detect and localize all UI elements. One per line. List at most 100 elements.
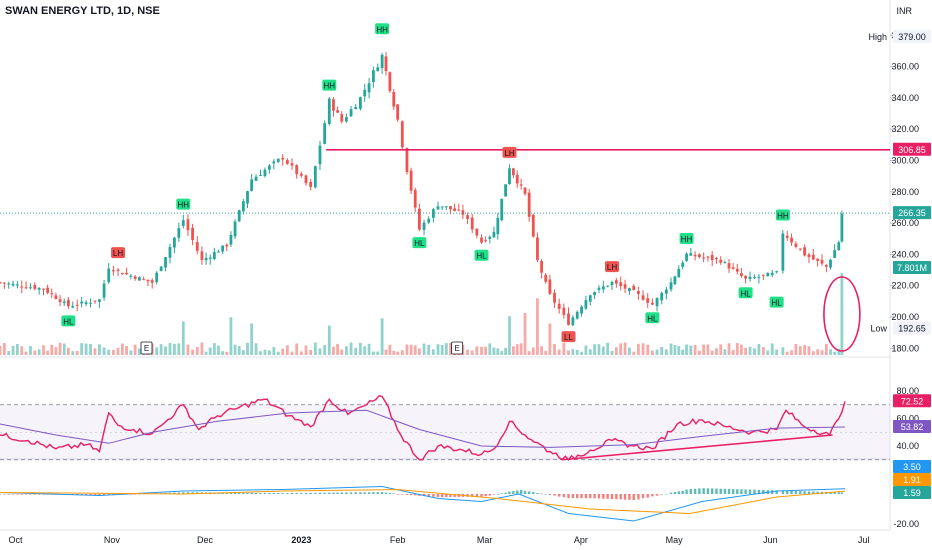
volume-bar [484, 346, 488, 355]
low-label: Low [870, 324, 887, 334]
candle-body [744, 275, 747, 279]
candle-body [702, 257, 706, 259]
candle-body [340, 114, 344, 122]
time-tick-label: Feb [390, 535, 406, 545]
swing-marker-label: HL [740, 289, 751, 298]
macd-hist-bar [484, 494, 487, 497]
macd-hist-bar [242, 492, 245, 494]
earnings-marker-box [140, 341, 153, 355]
macd-hist-bar [727, 488, 731, 494]
volume-bar [229, 317, 233, 355]
swing-marker-label: HL [476, 252, 487, 261]
volume-bar [102, 347, 106, 355]
volume-bar [344, 346, 348, 355]
volume-bar [436, 344, 440, 355]
macd-hist-bar [799, 491, 802, 494]
candle-body [138, 277, 141, 281]
macd-hist-bar [7, 494, 10, 495]
volume-bar [37, 349, 41, 355]
rsi-value-badge-bg [893, 394, 931, 408]
macd-hist-bar [349, 492, 353, 494]
volume-bar [580, 351, 583, 355]
candle-body [770, 272, 774, 276]
candle-body [358, 97, 362, 109]
macd-hist-bar [263, 492, 267, 494]
macd-hist-bar [388, 492, 392, 494]
candle-body [794, 243, 798, 247]
candle-body [299, 173, 303, 176]
volume-bar [50, 344, 54, 355]
volume-bar [820, 350, 824, 355]
macd-hist-bar [138, 493, 141, 495]
candle-body [272, 161, 276, 164]
time-tick-label: Apr [574, 535, 588, 545]
macd-hist-bar [380, 492, 384, 494]
macd-hist-bar [698, 488, 701, 494]
macd-hist-bar [840, 492, 844, 494]
candle-body [706, 256, 710, 258]
swing-marker-label: HH [681, 235, 693, 244]
macd-hist-bar [702, 488, 705, 494]
volume-bar [488, 343, 492, 355]
macd-hist-bar [548, 494, 552, 496]
macd-hist-bar [628, 494, 631, 500]
candle-body [42, 288, 45, 290]
volume-bar [466, 349, 469, 355]
macd-hist-bar [723, 488, 727, 494]
price-tick-label: 280.00 [891, 187, 919, 197]
volume-bar [500, 351, 504, 355]
volume-bar [2, 342, 6, 355]
price-tick-label: 320.00 [891, 124, 919, 134]
candle-body [466, 215, 469, 219]
candle-body [785, 235, 789, 238]
volume-bar [669, 343, 673, 355]
candle-body [129, 275, 133, 277]
macd-hist-bar [168, 492, 172, 494]
macd-hist-bar [286, 493, 289, 494]
candle-body [519, 184, 523, 186]
volume-bar [628, 347, 631, 355]
price-tick-label: 200.00 [891, 312, 919, 322]
macd-hist-bar [665, 493, 668, 495]
candle-body [449, 206, 452, 210]
candle-body [811, 254, 815, 260]
macd-hist-bar [500, 493, 503, 494]
volume-bar [475, 346, 479, 355]
candle-body [120, 273, 124, 275]
candle-body [2, 282, 6, 284]
volume-bar [80, 343, 84, 355]
volume-bar [237, 345, 241, 355]
candle-body [150, 280, 154, 283]
candle-body [833, 250, 837, 258]
macd-hist-bar [646, 494, 649, 498]
candle-body [233, 221, 237, 237]
candle-body [0, 282, 2, 284]
volume-bar [567, 350, 570, 355]
macd-hist-bar [396, 494, 399, 495]
macd-hist-bar [553, 494, 556, 496]
candle-body [757, 276, 761, 278]
candle-body [400, 121, 404, 148]
candle-body [681, 262, 685, 267]
volume-bar [748, 346, 752, 355]
time-tick-label: Mar [477, 535, 493, 545]
volume-bar [511, 346, 515, 355]
volume-bar [7, 351, 11, 355]
macd-hist-bar [259, 492, 262, 494]
rsi-tick-label: 80.00 [896, 386, 919, 396]
macd-hist-bar [580, 494, 583, 499]
macd-hist-bar [384, 492, 388, 494]
candle-body [655, 298, 659, 307]
macd-hist-bar [182, 492, 185, 494]
volume-bar [309, 349, 313, 355]
macd-hist-bar [367, 492, 371, 494]
macd-hist-bar [414, 494, 417, 496]
candle-body [84, 302, 88, 304]
candle-body [285, 160, 289, 164]
volume-bar [138, 348, 141, 355]
candle-body [276, 158, 280, 162]
macd-hist-bar [250, 492, 253, 494]
volume-bar [0, 345, 2, 355]
candle-body [392, 92, 396, 107]
